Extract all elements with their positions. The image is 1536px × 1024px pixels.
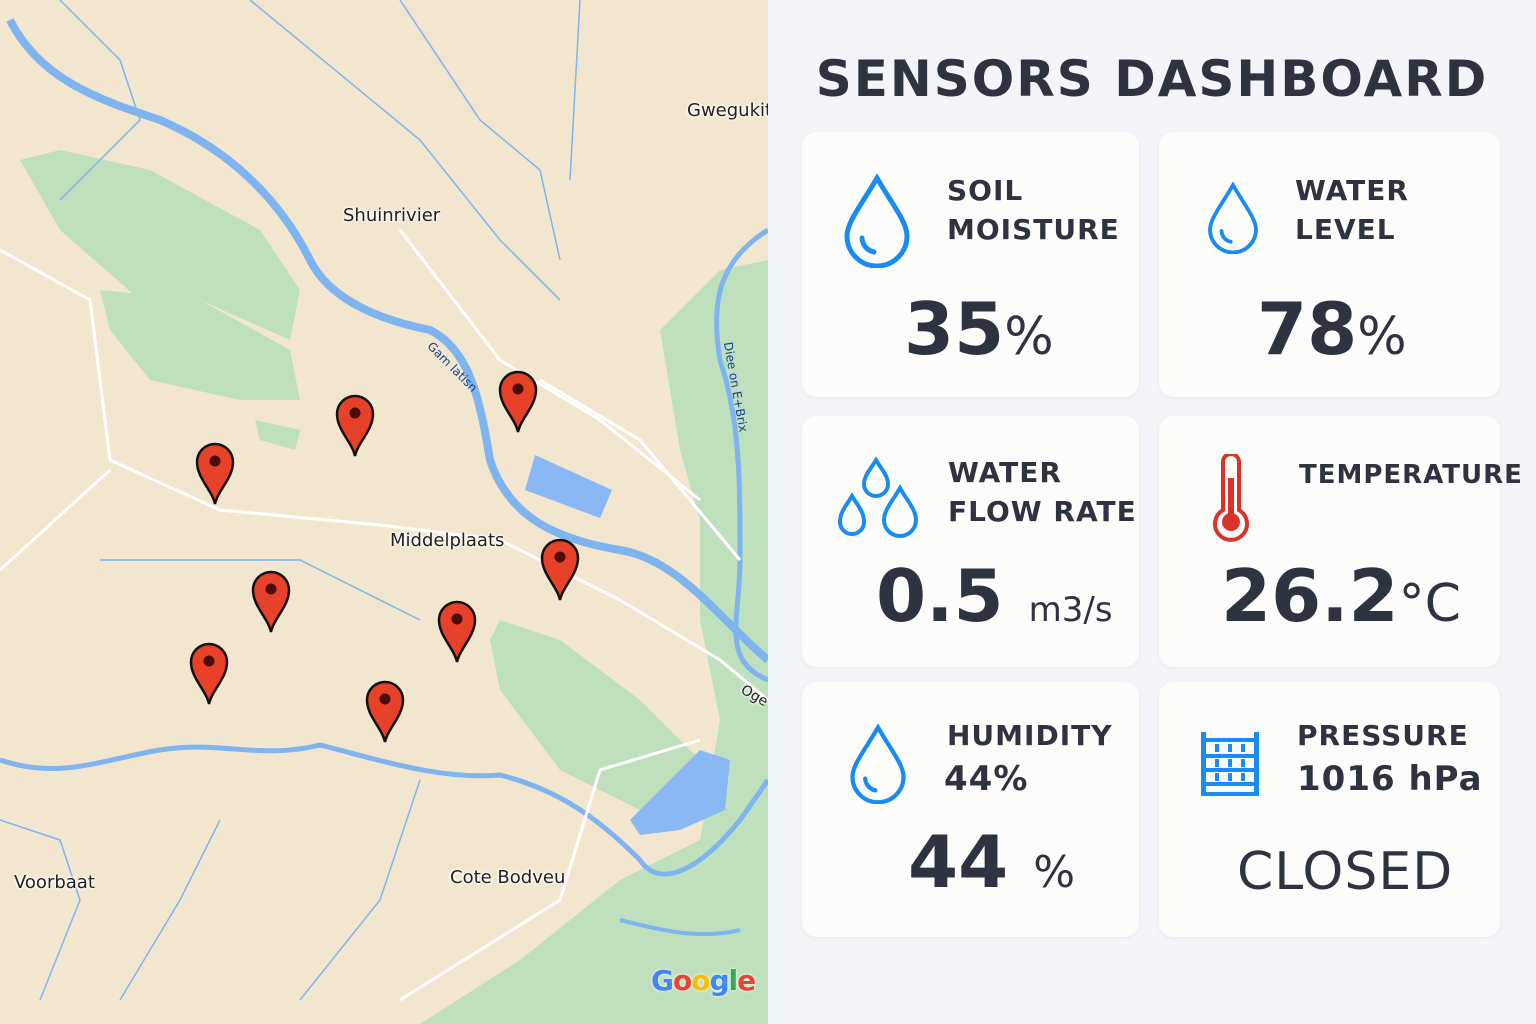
sensor-pin-icon[interactable]	[497, 368, 539, 434]
sensors-dashboard: SENSORS DASHBOARD SOIL MOISTURE 35% WATE…	[768, 0, 1536, 1024]
card-unit: %	[1004, 307, 1054, 367]
dashboard-title: SENSORS DASHBOARD	[815, 50, 1489, 108]
map-terrain	[0, 0, 768, 1024]
card-value: 78	[1257, 287, 1358, 371]
sensor-pin-icon[interactable]	[188, 640, 230, 706]
sensor-pin-icon[interactable]	[250, 568, 292, 634]
sensor-pin-icon[interactable]	[539, 536, 581, 602]
sensor-pin-icon[interactable]	[334, 392, 376, 458]
card-label: TEMPERATURE	[1299, 460, 1523, 490]
card-pressure[interactable]: PRESSURE 1016 hPa CLOSED	[1159, 682, 1500, 937]
card-unit: m3/s	[1028, 590, 1113, 630]
card-soil-moisture[interactable]: SOIL MOISTURE 35%	[802, 132, 1139, 397]
sensor-pin-icon[interactable]	[364, 678, 406, 744]
card-humidity[interactable]: HUMIDITY 44% 44 %	[802, 682, 1139, 937]
card-water-flow-rate[interactable]: WATER FLOW RATE 0.5 m3/s	[802, 416, 1139, 667]
water-drops-icon	[837, 456, 919, 538]
card-water-level[interactable]: WATER LEVEL 78%	[1159, 132, 1500, 397]
water-drop-icon	[844, 174, 910, 268]
sensor-pin-icon[interactable]	[194, 440, 236, 506]
card-unit: %	[1033, 847, 1076, 898]
sensor-pin-icon[interactable]	[436, 598, 478, 664]
card-label: HUMIDITY	[947, 719, 1113, 752]
card-value: 0.5	[876, 554, 1004, 638]
card-label: MOISTURE	[947, 213, 1120, 246]
gate-status: CLOSED	[1237, 842, 1454, 902]
card-value: 26.2	[1221, 554, 1399, 638]
card-value: 35	[904, 287, 1005, 371]
place-label: Gwegukit	[687, 100, 768, 121]
card-unit: °C	[1398, 574, 1461, 634]
card-label: 44%	[944, 759, 1029, 799]
water-drop-icon	[850, 724, 906, 804]
place-label: Shuinrivier	[343, 205, 441, 226]
card-value: 44	[908, 820, 1009, 904]
card-label: LEVEL	[1295, 213, 1396, 246]
card-label: FLOW RATE	[948, 495, 1137, 528]
map[interactable]: Gwegukit Shuinrivier Middelplaats Voorba…	[0, 0, 768, 1024]
card-unit: %	[1357, 307, 1407, 367]
place-label: Voorbaat	[14, 872, 95, 893]
water-drop-icon	[1208, 182, 1258, 254]
thermometer-icon	[1213, 454, 1249, 542]
card-label: 1016 hPa	[1297, 759, 1483, 799]
place-label: Middelplaats	[390, 530, 505, 551]
place-label: Cote Bodveu	[450, 867, 566, 888]
card-label: SOIL	[947, 174, 1024, 207]
google-logo: Google	[651, 964, 756, 997]
gate-icon	[1201, 732, 1259, 796]
card-temperature[interactable]: TEMPERATURE 26.2°C	[1159, 416, 1522, 667]
card-label: WATER	[1295, 174, 1409, 207]
card-label: PRESSURE	[1297, 719, 1469, 752]
card-label: WATER	[948, 456, 1062, 489]
